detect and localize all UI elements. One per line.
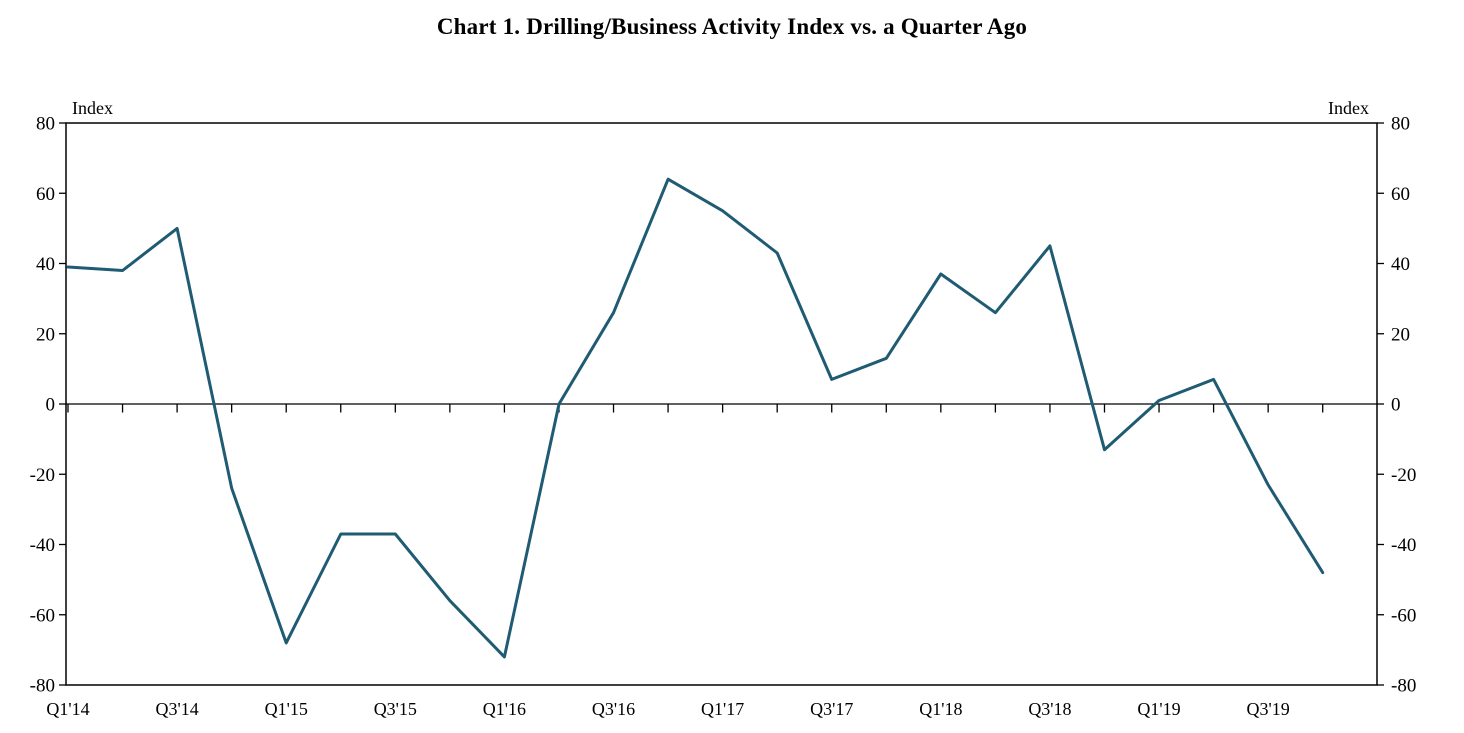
x-axis-tick-label: Q1'16 — [483, 699, 526, 719]
y-axis-tick-label-right: 40 — [1391, 254, 1410, 275]
plot-border — [65, 122, 1378, 686]
chart-title: Chart 1. Drilling/Business Activity Inde… — [436, 14, 1028, 39]
y-axis-tick-label-left: 20 — [36, 324, 55, 345]
x-axis-tick-label: Q3'15 — [374, 699, 417, 719]
x-axis-tick-label: Q1'18 — [919, 699, 962, 719]
y-axis-tick-label-left: 80 — [36, 114, 55, 135]
y-axis-unit-label-right: Index — [1328, 98, 1369, 118]
y-axis-unit-label-left: Index — [72, 98, 113, 118]
y-axis-tick-label-left: 40 — [36, 254, 55, 275]
x-axis-tick-label: Q1'19 — [1137, 699, 1180, 719]
x-axis-tick-label: Q3'19 — [1247, 699, 1290, 719]
x-axis-tick-label: Q3'14 — [155, 699, 198, 719]
x-axis-tick-label: Q3'16 — [592, 699, 635, 719]
y-axis-tick-label-right: -80 — [1391, 676, 1416, 697]
y-axis-tick-label-right: 80 — [1391, 114, 1410, 135]
x-axis-tick-label: Q1'14 — [46, 699, 89, 719]
y-axis-tick-label-left: -60 — [30, 605, 55, 626]
y-axis-tick-label-left: -80 — [30, 676, 55, 697]
y-axis-tick-label-left: -40 — [30, 535, 55, 556]
x-axis-tick-label: Q3'17 — [810, 699, 853, 719]
y-axis-tick-label-right: -60 — [1391, 605, 1416, 626]
y-axis-tick-label-right: 0 — [1391, 395, 1401, 416]
y-axis-tick-label-left: 60 — [36, 184, 55, 205]
y-axis-tick-label-right: -40 — [1391, 535, 1416, 556]
y-axis-tick-label-right: 20 — [1391, 324, 1410, 345]
y-axis-tick-label-left: 0 — [46, 395, 56, 416]
y-axis-tick-label-right: -20 — [1391, 465, 1416, 486]
y-axis-tick-label-right: 60 — [1391, 184, 1410, 205]
x-axis-tick-label: Q1'15 — [265, 699, 308, 719]
x-axis-tick-label: Q1'17 — [701, 699, 744, 719]
x-axis-tick-label: Q3'18 — [1028, 699, 1071, 719]
y-axis-tick-label-left: -20 — [30, 465, 55, 486]
data-series-line — [66, 177, 1325, 659]
